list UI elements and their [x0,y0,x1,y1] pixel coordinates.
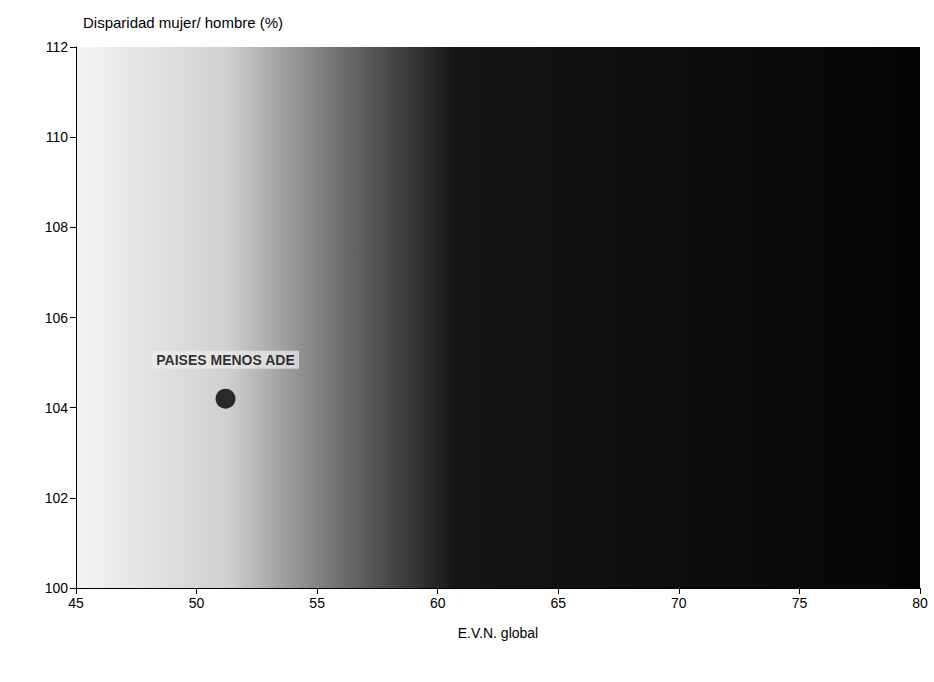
svg-text:E.V.N. global: E.V.N. global [458,625,538,641]
svg-text:PAISES MENOS ADE: PAISES MENOS ADE [156,352,294,368]
svg-text:102: 102 [45,490,69,506]
svg-text:50: 50 [189,595,205,611]
svg-text:112: 112 [46,39,69,55]
svg-text:70: 70 [671,595,687,611]
svg-text:65: 65 [550,595,566,611]
svg-text:104: 104 [45,400,69,416]
svg-text:Disparidad mujer/ hombre (%): Disparidad mujer/ hombre (%) [83,14,283,31]
svg-text:106: 106 [45,310,69,326]
svg-text:100: 100 [45,580,69,596]
svg-text:108: 108 [45,219,69,235]
svg-text:55: 55 [309,595,325,611]
svg-text:60: 60 [430,595,446,611]
svg-text:110: 110 [46,129,69,145]
svg-text:80: 80 [912,595,928,611]
svg-text:45: 45 [68,595,84,611]
svg-text:75: 75 [792,595,808,611]
